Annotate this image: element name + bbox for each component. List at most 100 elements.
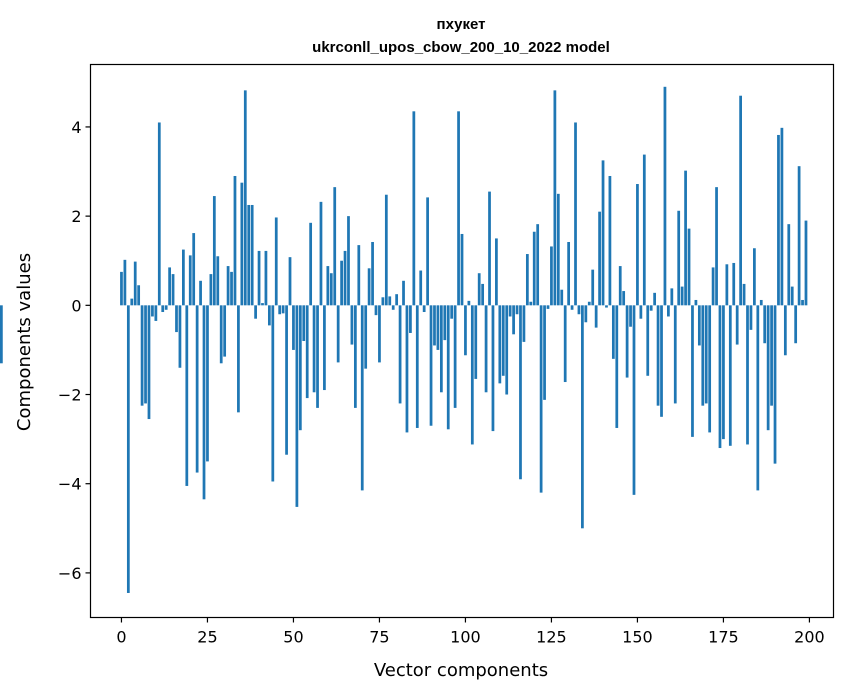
bar	[756, 305, 760, 491]
bar	[412, 111, 416, 306]
bar	[512, 305, 515, 335]
bar	[519, 305, 522, 480]
y-axis-ticks: −6 −4 −2 0 2 4	[58, 118, 91, 583]
bar	[763, 305, 767, 344]
bar	[426, 197, 429, 306]
bar	[367, 268, 371, 306]
bar	[697, 305, 701, 346]
bar	[378, 305, 381, 363]
bar	[753, 248, 756, 306]
bar	[233, 175, 237, 306]
bar	[398, 305, 402, 404]
bar	[622, 291, 626, 306]
bar	[591, 269, 595, 306]
bar	[374, 305, 378, 316]
bar	[453, 305, 457, 408]
bar	[484, 305, 488, 393]
bar	[247, 204, 251, 306]
bar	[271, 305, 275, 482]
bar	[598, 211, 601, 306]
bar	[364, 305, 368, 369]
bar	[195, 305, 199, 473]
bar	[804, 220, 808, 306]
bar	[237, 305, 240, 413]
bar	[687, 228, 691, 306]
bar	[584, 305, 588, 323]
bar	[515, 305, 519, 315]
bar	[608, 175, 612, 306]
bar	[164, 305, 168, 310]
bar	[470, 305, 474, 445]
bar	[223, 305, 227, 357]
bar	[305, 305, 309, 399]
bar	[443, 305, 447, 341]
bar	[495, 238, 498, 306]
bar	[725, 264, 729, 306]
bar	[188, 255, 192, 306]
bar	[553, 90, 557, 306]
bar	[481, 283, 485, 306]
bar	[797, 166, 801, 306]
bar	[133, 261, 137, 306]
bar	[746, 305, 749, 445]
bar	[433, 305, 436, 346]
bar	[250, 204, 254, 306]
bar	[457, 111, 460, 306]
x-tick-label: 0	[116, 628, 126, 647]
bar	[216, 256, 220, 306]
bar	[632, 305, 636, 495]
bar	[642, 154, 646, 306]
bar	[660, 305, 663, 417]
bar	[639, 305, 643, 319]
bar	[333, 187, 337, 306]
bar	[467, 300, 471, 306]
bar	[302, 305, 306, 341]
bar	[144, 305, 147, 404]
x-tick-label: 125	[536, 628, 567, 647]
bar	[663, 86, 667, 306]
bar	[790, 286, 794, 306]
bar	[323, 305, 326, 391]
bar	[673, 305, 677, 404]
bar	[701, 305, 705, 406]
bar	[353, 305, 357, 408]
bar	[436, 305, 440, 350]
bar	[477, 273, 481, 306]
bar	[206, 305, 209, 462]
bar	[295, 305, 299, 507]
bar	[450, 305, 454, 319]
bar	[577, 305, 581, 315]
bar	[209, 274, 213, 306]
bar	[646, 305, 650, 376]
bar	[157, 122, 161, 306]
bar	[574, 122, 577, 306]
bar	[154, 305, 158, 321]
y-tick-label: 2	[71, 207, 81, 226]
bar	[243, 90, 247, 306]
bar	[532, 231, 536, 306]
bar	[371, 241, 374, 306]
bar	[508, 305, 512, 317]
bar	[388, 296, 392, 306]
plot-area-frame	[89, 63, 835, 619]
bar	[219, 305, 223, 364]
bar	[536, 224, 540, 306]
bar	[460, 233, 464, 306]
bar	[525, 254, 529, 306]
bar	[316, 305, 319, 408]
bar	[140, 305, 144, 406]
bar	[498, 305, 502, 384]
bar	[670, 288, 674, 306]
y-tick-label: −6	[58, 564, 82, 583]
bar	[446, 305, 450, 430]
bar	[777, 134, 780, 306]
bar	[749, 305, 753, 330]
bar	[147, 305, 151, 420]
bar	[783, 305, 787, 356]
bar	[405, 305, 409, 433]
bar	[384, 194, 388, 306]
bar	[312, 305, 316, 393]
bar	[570, 305, 574, 310]
bar	[742, 283, 746, 306]
